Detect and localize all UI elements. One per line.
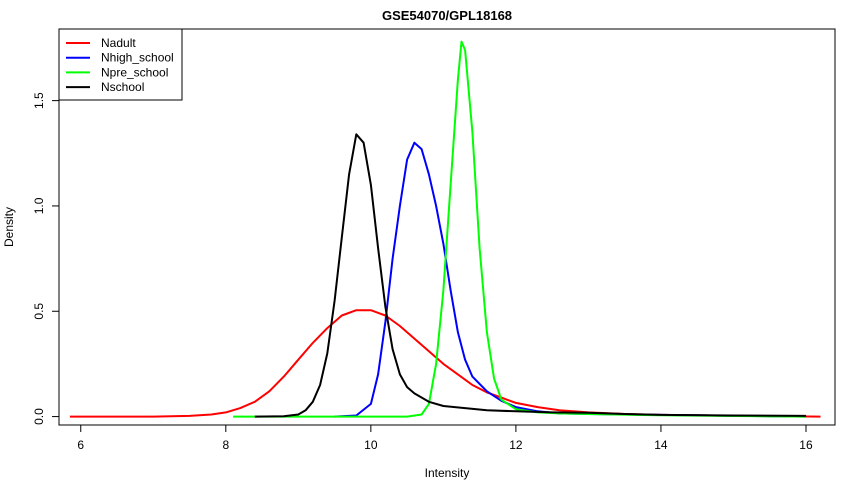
legend-label: Nschool — [101, 80, 144, 94]
y-tick-label: 1.5 — [32, 92, 46, 109]
series-line-nadult — [69, 309, 821, 418]
legend-label: Nhigh_school — [101, 51, 174, 65]
x-axis-label: Intensity — [425, 466, 470, 480]
y-tick-label: 0.5 — [32, 303, 46, 320]
x-axis: 6 8 10 12 14 16 — [77, 424, 813, 452]
series-line-npre-school — [233, 40, 807, 418]
y-axis-label: Density — [2, 207, 16, 247]
series-line-nschool — [254, 133, 807, 418]
y-tick-label: 0.0 — [32, 408, 46, 425]
x-tick-label: 6 — [77, 438, 84, 452]
y-tick-label: 1.0 — [32, 197, 46, 214]
x-tick-label: 12 — [509, 438, 523, 452]
x-tick-label: 14 — [654, 438, 668, 452]
x-tick-label: 10 — [364, 438, 378, 452]
legend-label: Nadult — [101, 36, 136, 50]
legend-box — [58, 28, 183, 101]
x-tick-label: 8 — [222, 438, 229, 452]
x-tick-label: 16 — [799, 438, 813, 452]
chart-title: GSE54070/GPL18168 — [382, 8, 512, 23]
y-axis: 0.0 0.5 1.0 1.5 — [32, 92, 60, 425]
series-layer — [69, 40, 821, 418]
legend-label: Npre_school — [101, 65, 168, 79]
series-line-nhigh-school — [334, 141, 807, 418]
